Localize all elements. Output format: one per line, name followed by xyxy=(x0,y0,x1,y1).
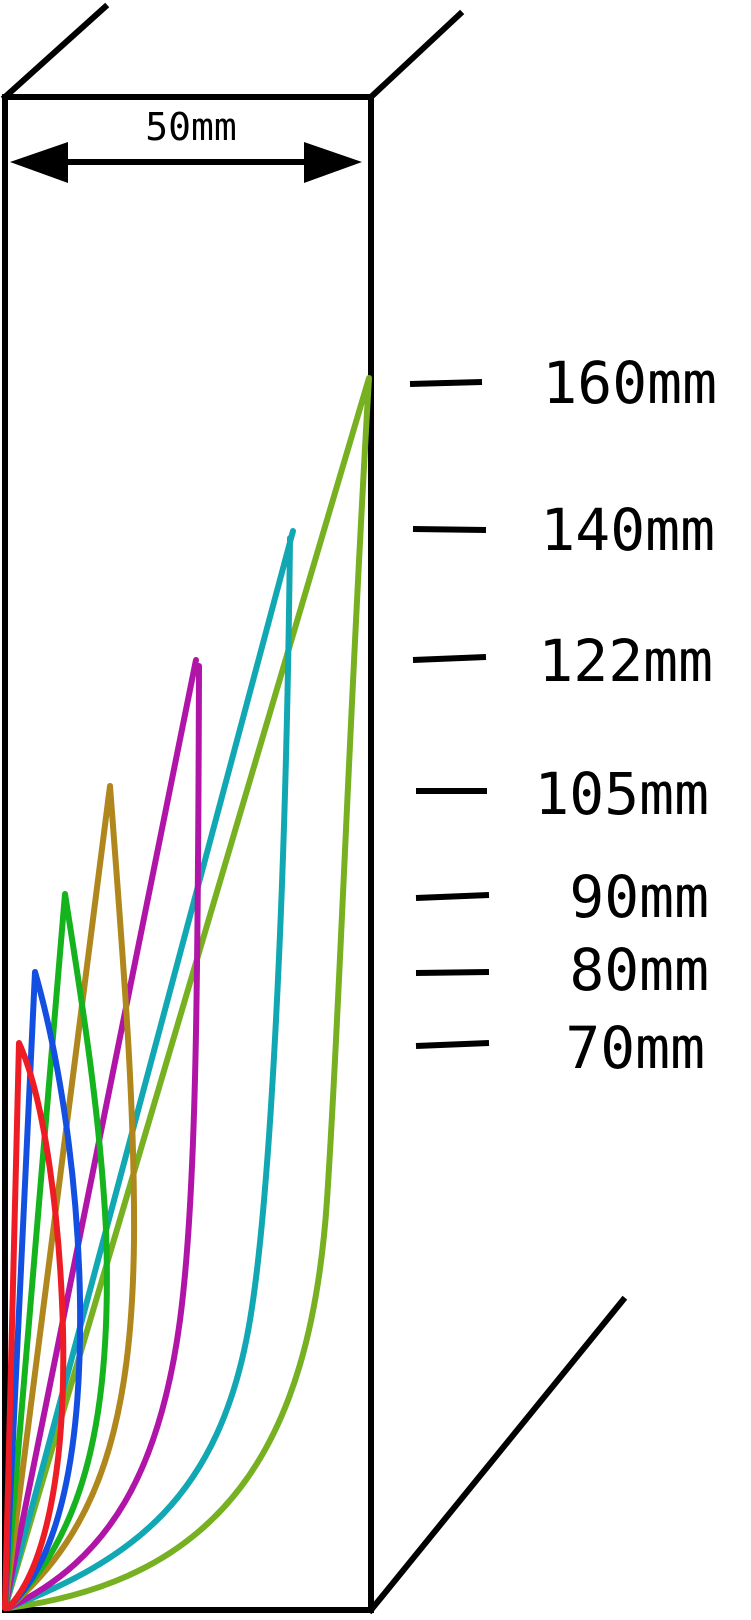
label-70mm: 70mm xyxy=(565,1014,705,1082)
tick-80mm xyxy=(415,969,490,976)
curves xyxy=(2,375,372,1611)
label-105mm: 105mm xyxy=(534,760,709,828)
box-front-face xyxy=(2,94,374,1613)
tick-140mm xyxy=(412,526,487,533)
tick-70mm xyxy=(415,1040,490,1049)
curve-70mm xyxy=(2,1040,67,1611)
box-depth-edge-bottom-right xyxy=(366,1295,628,1615)
width-dimension: 50mm xyxy=(10,105,362,183)
tick-122mm xyxy=(412,654,487,663)
box-depth-edge-top-right xyxy=(366,9,465,102)
curve-160mm xyxy=(2,375,372,1611)
curve-80mm xyxy=(2,969,84,1611)
arrowhead-left xyxy=(10,142,68,183)
curve-105mm xyxy=(2,783,138,1611)
arrowhead-right xyxy=(304,142,362,183)
tick-90mm xyxy=(415,892,490,901)
label-90mm: 90mm xyxy=(569,863,709,931)
label-122mm: 122mm xyxy=(538,627,713,695)
height-ticks xyxy=(409,379,490,1049)
width-label: 50mm xyxy=(145,105,237,149)
tick-160mm xyxy=(409,379,483,387)
height-labels: 160mm 140mm 122mm 105mm 90mm 80mm 70mm xyxy=(534,349,717,1082)
curve-90mm xyxy=(2,891,110,1611)
label-140mm: 140mm xyxy=(540,496,715,564)
label-160mm: 160mm xyxy=(542,349,717,417)
box-depth-edge-top-left xyxy=(0,2,110,102)
curve-140mm xyxy=(2,528,296,1611)
box-outline xyxy=(0,2,628,1615)
label-80mm: 80mm xyxy=(569,936,709,1004)
